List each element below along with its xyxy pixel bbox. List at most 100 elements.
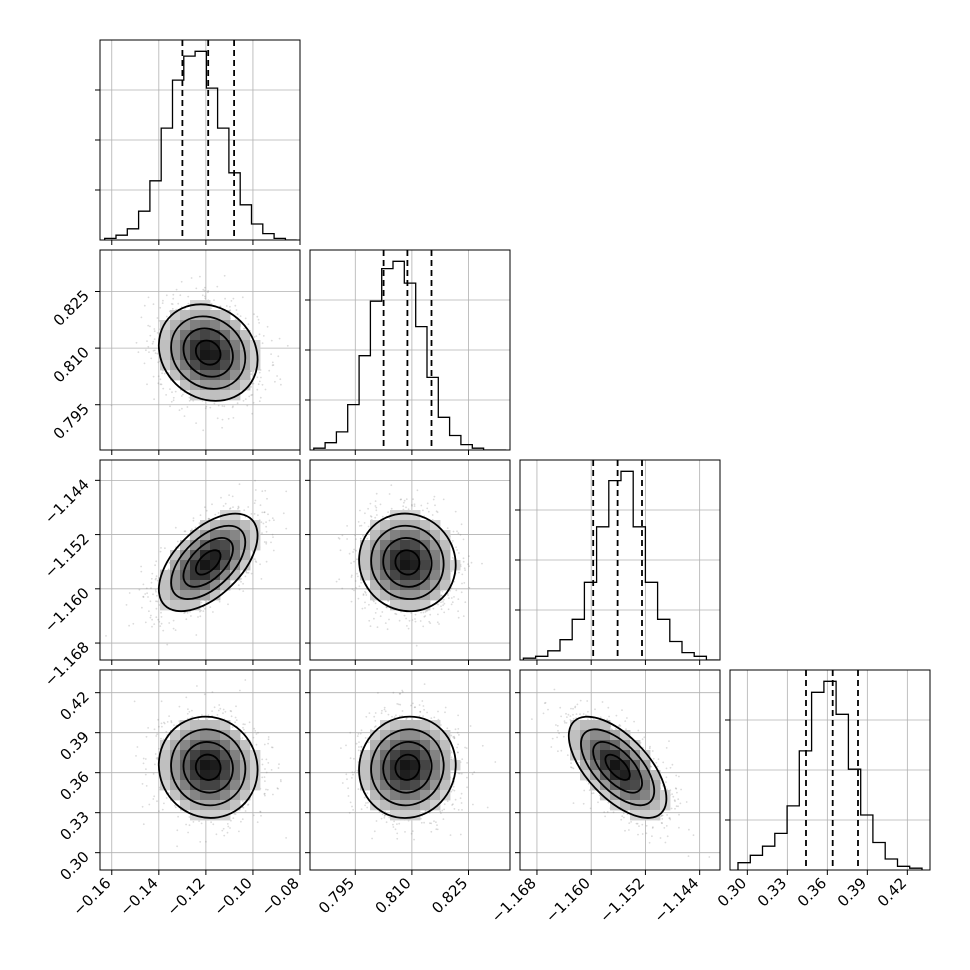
scatter-point xyxy=(457,610,459,613)
density-cell xyxy=(220,370,231,381)
scatter-point xyxy=(243,327,245,330)
scatter-point xyxy=(268,519,271,522)
scatter-point xyxy=(356,558,358,561)
scatter-point xyxy=(272,364,275,366)
scatter-point xyxy=(357,521,360,523)
scatter-point xyxy=(413,503,416,506)
density-cell xyxy=(410,520,421,531)
scatter-point xyxy=(450,587,453,590)
y-tick-label: −1.168 xyxy=(41,638,93,690)
density-cell xyxy=(220,560,231,571)
scatter-point xyxy=(285,527,288,530)
contour-level-0 xyxy=(394,549,421,576)
density-cell xyxy=(430,560,441,571)
contour-level-1 xyxy=(382,537,433,588)
scatter-point xyxy=(218,600,221,603)
density-cell xyxy=(250,360,261,371)
scatter-point xyxy=(209,406,212,409)
density-cell xyxy=(200,520,211,531)
scatter-point xyxy=(272,549,275,552)
density-cell xyxy=(180,360,191,371)
density-cell xyxy=(240,380,251,391)
density-cell xyxy=(200,530,211,541)
density-cell xyxy=(170,320,181,331)
scatter-point xyxy=(141,606,143,609)
scatter-point xyxy=(237,507,239,510)
scatter-point xyxy=(268,369,271,372)
scatter-point xyxy=(135,341,138,344)
scatter-point xyxy=(186,406,189,408)
scatter-point xyxy=(157,361,160,364)
scatter-point xyxy=(257,514,259,517)
scatter-point xyxy=(201,294,204,297)
density-cell xyxy=(200,570,211,581)
density-cell xyxy=(380,570,391,581)
scatter-point xyxy=(165,394,168,396)
scatter-point xyxy=(461,573,464,576)
scatter-point xyxy=(350,562,352,564)
density-cell xyxy=(190,570,201,581)
scatter-point xyxy=(251,393,254,396)
scatter-point xyxy=(142,583,145,586)
density-cell xyxy=(410,550,421,561)
density-cell xyxy=(420,580,431,591)
density-cell xyxy=(190,530,201,541)
scatter-point xyxy=(260,814,262,817)
contours xyxy=(157,512,259,613)
scatter-point xyxy=(158,620,161,623)
density-cell xyxy=(370,590,381,601)
scatter-point xyxy=(448,597,450,599)
scatter-point xyxy=(395,613,398,616)
scatter-point xyxy=(167,371,170,374)
scatter-point xyxy=(254,479,256,482)
scatter-point xyxy=(257,318,260,321)
scatter-point xyxy=(150,587,152,590)
scatter-point xyxy=(128,592,131,594)
density-cell xyxy=(380,560,391,571)
scatter-point xyxy=(155,577,158,580)
scatter-point xyxy=(267,513,269,516)
scatter-point xyxy=(250,572,253,575)
density-cell xyxy=(390,570,401,581)
scatter-point xyxy=(232,417,235,419)
scatter-point xyxy=(374,602,377,605)
scatter-point xyxy=(250,513,253,515)
density-cell xyxy=(400,530,411,541)
density-cell xyxy=(180,320,191,331)
scatter-point xyxy=(253,502,256,504)
density-cell xyxy=(190,390,201,401)
density-cell xyxy=(380,590,391,601)
scatter-point xyxy=(183,415,186,417)
scatter-point xyxy=(172,396,175,399)
scatter-point xyxy=(387,600,390,602)
scatter-point xyxy=(206,718,209,721)
scatter-point xyxy=(187,295,190,298)
scatter-point xyxy=(256,315,259,318)
scatter-point xyxy=(427,510,430,513)
density-cell xyxy=(370,530,381,541)
density-cell xyxy=(210,360,221,371)
density-cell xyxy=(160,590,171,601)
density-cell xyxy=(420,560,431,571)
scatter-point xyxy=(152,593,154,596)
scatter-point xyxy=(221,405,224,407)
scatter-point xyxy=(357,575,359,578)
density-cell xyxy=(170,580,181,591)
scatter-point xyxy=(379,615,382,618)
scatter-point xyxy=(246,404,249,407)
scatter-point xyxy=(422,611,425,614)
density-cell xyxy=(180,370,191,381)
scatter-point xyxy=(367,525,370,528)
density-cell xyxy=(420,550,431,561)
density-cell xyxy=(400,560,411,571)
density-cell xyxy=(190,360,201,371)
scatter-point xyxy=(191,528,193,531)
scatter-point xyxy=(414,613,417,616)
scatter-point xyxy=(437,613,439,616)
scatter-point xyxy=(265,530,268,533)
scatter-point xyxy=(341,587,344,590)
panel-2d-p1-p2 xyxy=(305,459,511,665)
scatter-point xyxy=(197,528,200,531)
scatter-point xyxy=(441,594,443,597)
scatter-point xyxy=(227,417,230,420)
